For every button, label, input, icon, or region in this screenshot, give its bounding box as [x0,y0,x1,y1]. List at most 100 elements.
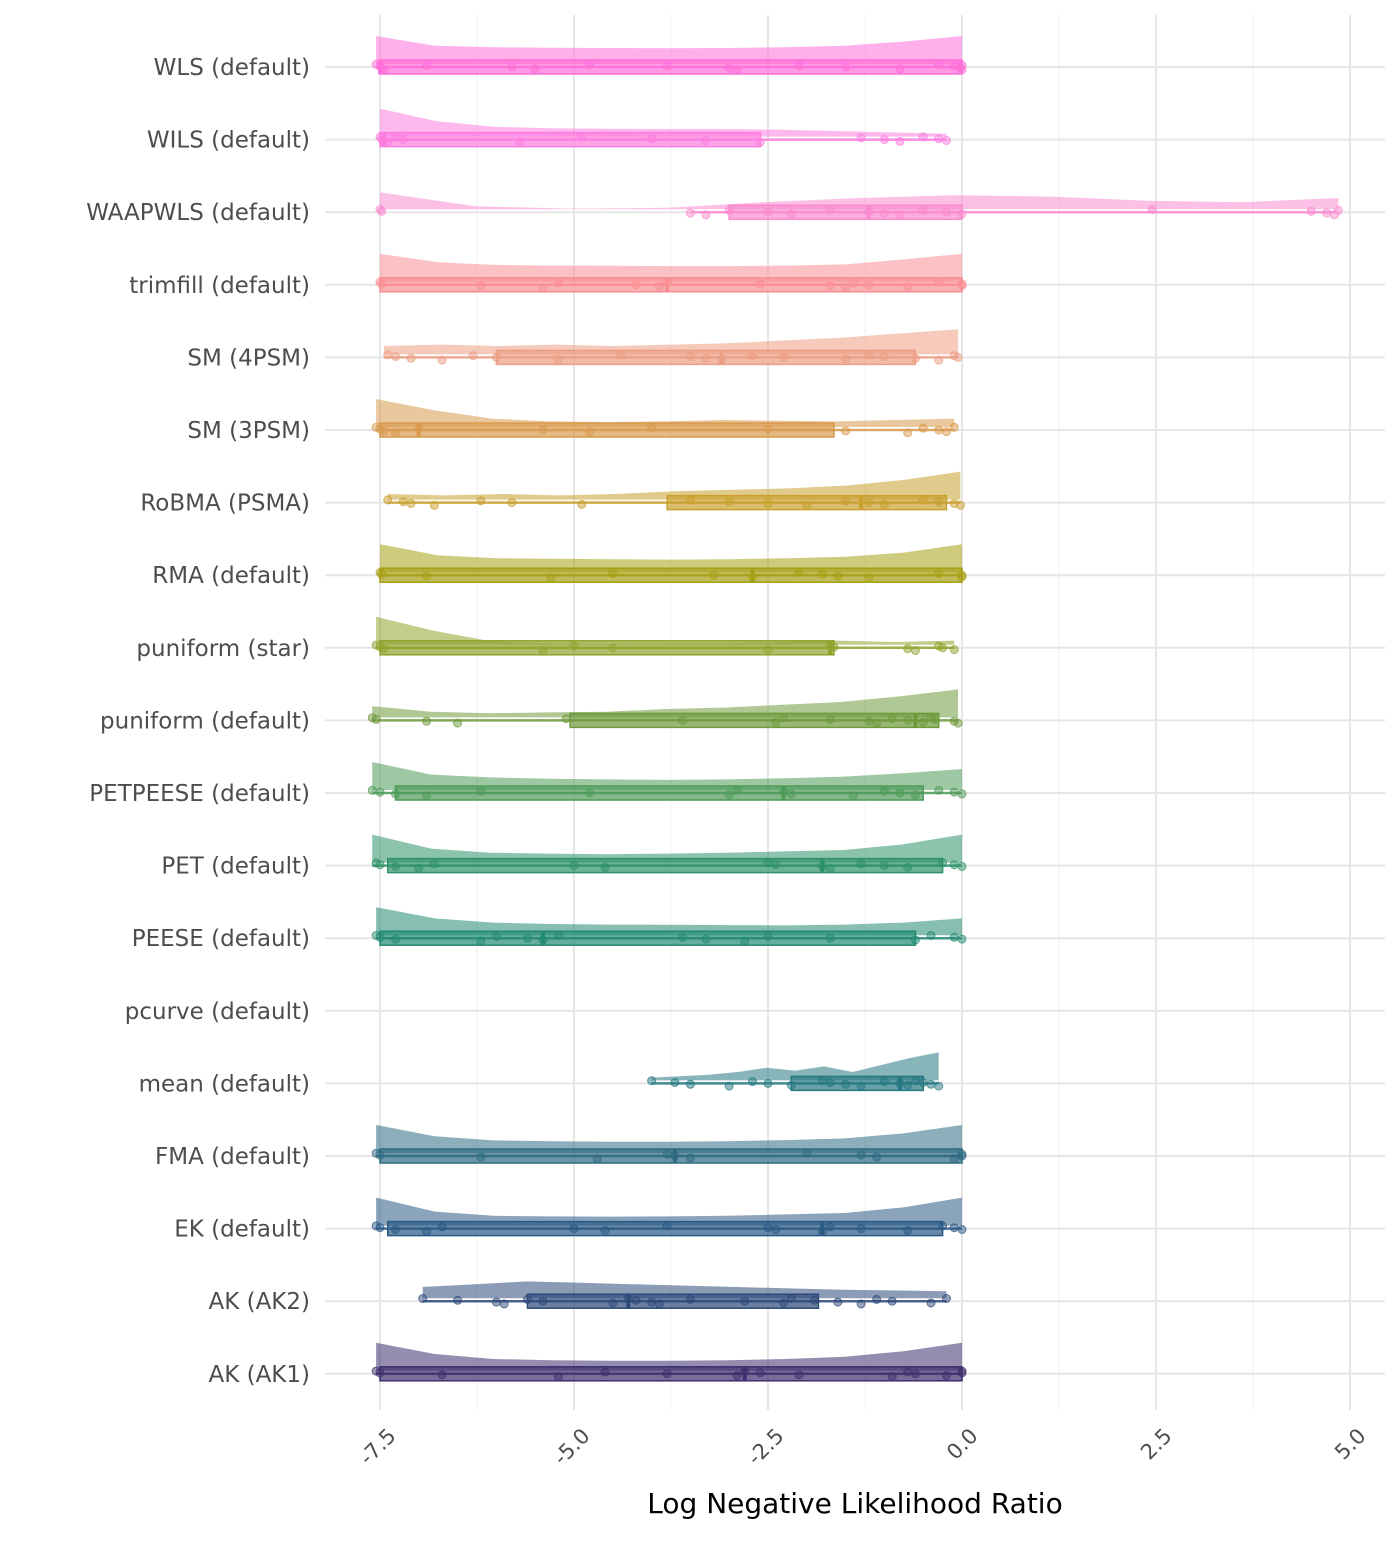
row-wls-default- [371,36,967,75]
data-point [817,1076,827,1086]
data-point [895,210,905,220]
data-point [763,1223,773,1233]
category-label: PETPEESE (default) [89,781,310,807]
data-point [468,351,478,361]
data-point [910,1076,920,1086]
data-point [941,427,951,437]
data-point [569,1224,579,1234]
data-point [375,1368,385,1378]
data-point [848,278,858,288]
data-point [670,1151,680,1161]
row-robma-psma- [383,471,965,511]
data-point [437,1370,447,1380]
data-point [1333,205,1343,215]
data-point [910,646,920,655]
data-point [429,859,439,869]
data-point [879,499,889,509]
data-point [600,862,610,872]
row-mean-default- [647,1052,944,1092]
data-point [953,352,963,362]
data-point [864,206,874,216]
data-point [375,787,385,797]
data-point [391,934,401,944]
iqr-box [379,567,963,583]
data-point [848,791,858,801]
data-point [377,569,387,579]
data-point [406,353,416,363]
data-point [864,350,874,360]
data-point [367,785,377,795]
x-tick-label: 2.5 [1136,1424,1177,1465]
data-point [553,1372,563,1381]
data-point [592,1154,602,1164]
category-label: PET (default) [161,854,310,880]
data-point [903,715,913,725]
data-point [662,277,672,287]
data-point [418,1294,428,1303]
data-point [383,495,393,505]
data-point [825,205,835,214]
data-point [918,423,928,433]
data-point [701,136,711,145]
data-point [895,788,905,798]
data-point [585,427,595,437]
data-point [903,862,913,872]
data-point [934,355,944,365]
data-point [553,354,563,364]
x-tick-label: 0.0 [942,1424,983,1465]
data-point [825,1078,835,1087]
data-point [379,644,389,654]
data-point [864,280,874,290]
category-label: puniform (star) [136,636,310,662]
row-sm-3psm- [371,399,959,438]
data-point [841,426,851,436]
data-point [747,1077,757,1087]
data-point [771,860,781,870]
data-point [930,715,940,724]
data-point [934,568,944,578]
data-point [856,1299,866,1309]
data-point [685,495,695,505]
density-cloud [376,399,955,427]
data-point [569,861,579,871]
data-point [670,1078,680,1087]
data-point [414,423,424,433]
data-point [491,352,501,362]
data-point [647,134,657,144]
data-point [841,283,851,292]
data-point [724,790,734,800]
data-point [879,135,889,145]
data-point [538,1296,548,1306]
data-point [647,422,657,432]
data-point [553,278,563,288]
data-point [685,1153,695,1163]
data-point [941,1294,951,1303]
data-point [771,1225,781,1234]
row-ek-default- [371,1197,967,1237]
data-point [879,861,889,871]
data-point [569,641,579,651]
data-point [709,570,719,580]
category-label: WLS (default) [154,55,310,81]
data-point [918,132,928,142]
category-label: puniform (default) [100,708,310,734]
data-point [817,1226,827,1236]
category-label: FMA (default) [155,1144,310,1170]
data-point [941,1371,951,1381]
data-point [810,1295,820,1305]
data-point [383,350,393,360]
data-point [538,646,548,655]
data-point [903,1367,913,1377]
row-puniform-star- [371,616,959,656]
data-point [375,1223,385,1233]
data-point [701,353,711,363]
data-point [391,1225,401,1234]
data-point [662,61,672,71]
data-point [685,208,695,218]
data-point [934,785,944,795]
data-point [872,718,882,728]
density-cloud [383,329,959,355]
data-point [631,280,641,290]
data-point [957,1151,967,1161]
data-point [833,1297,843,1307]
